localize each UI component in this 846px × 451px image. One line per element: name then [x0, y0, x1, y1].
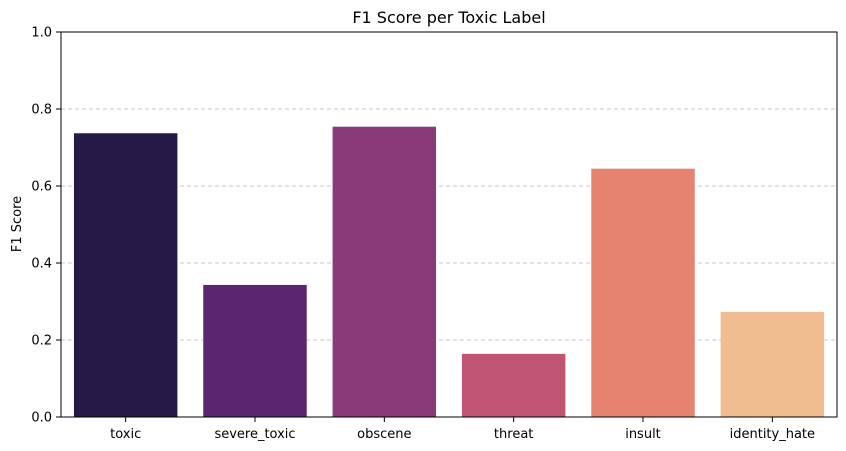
y-tick-label: 0.2	[31, 334, 52, 349]
y-tick-label: 0.8	[31, 103, 52, 118]
chart-title: F1 Score per Toxic Label	[352, 8, 545, 27]
plot-frame	[60, 31, 838, 418]
bar-threat	[461, 353, 566, 417]
x-tick-label: obscene	[357, 427, 411, 442]
x-tick-label: insult	[625, 427, 661, 442]
bars	[73, 126, 825, 418]
bar-identity-hate	[720, 311, 825, 417]
x-tick-label: toxic	[110, 427, 141, 442]
y-tick-label: 0.0	[31, 411, 52, 426]
y-tick-label: 0.4	[31, 257, 52, 272]
x-tick-label: severe_toxic	[214, 427, 295, 442]
x-tick-label: threat	[494, 427, 533, 442]
bar-toxic	[73, 133, 178, 417]
y-axis-label: F1 Score	[10, 196, 25, 252]
x-tick-label: identity_hate	[730, 427, 815, 442]
grid-lines	[61, 108, 837, 341]
y-tick-label: 1.0	[31, 26, 52, 41]
bar-obscene	[332, 126, 437, 418]
bar-insult	[591, 168, 695, 417]
bar-severe-toxic	[203, 284, 307, 417]
y-tick-label: 0.6	[31, 180, 52, 195]
y-axis-ticks: 0.0 0.2 0.4 0.6 0.8 1.0	[31, 26, 61, 426]
x-axis-ticks: toxic severe_toxic obscene threat insult iden…	[110, 417, 815, 442]
